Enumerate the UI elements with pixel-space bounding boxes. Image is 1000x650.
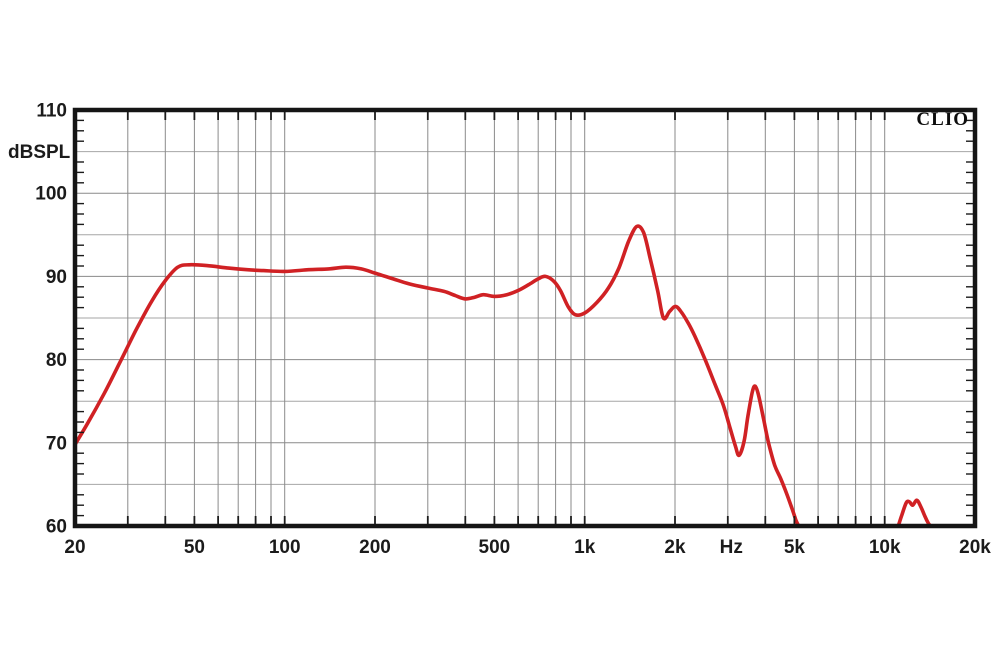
clio-brand-label: CLIO: [916, 109, 969, 130]
x-tick-label-20k: 20k: [959, 537, 991, 558]
y-axis-unit-label: dBSPL: [8, 142, 71, 163]
y-tick-label-60: 60: [46, 517, 67, 538]
curve-segment-frequency-response: [896, 498, 933, 527]
curve-segment-frequency-response: [73, 224, 801, 527]
response-curve: [73, 224, 933, 527]
plot-border: [72, 107, 978, 529]
x-axis-tick-labels: 20 50 100 200 500 1k 2k Hz 5k 10k 20k: [64, 537, 991, 558]
x-tick-label-20: 20: [64, 537, 85, 558]
y-tick-label-90: 90: [46, 267, 67, 288]
x-tick-label-50: 50: [184, 537, 205, 558]
y-axis-tick-labels: 110 100 90 80 70 60: [35, 101, 67, 538]
plot-frame: [72, 107, 978, 529]
y-tick-label-70: 70: [46, 433, 67, 454]
x-tick-label-100: 100: [269, 537, 301, 558]
grid-lines: [75, 110, 975, 526]
x-tick-label-500: 500: [479, 537, 511, 558]
x-tick-label-5k: 5k: [784, 537, 806, 558]
y-tick-label-80: 80: [46, 350, 67, 371]
x-tick-label-Hz: Hz: [720, 537, 743, 558]
axis-ticks: [77, 112, 973, 524]
x-tick-label-1k: 1k: [574, 537, 596, 558]
x-tick-label-200: 200: [359, 537, 391, 558]
x-tick-label-2k: 2k: [664, 537, 686, 558]
y-tick-label-110: 110: [36, 101, 67, 122]
x-tick-label-10k: 10k: [869, 537, 901, 558]
y-tick-label-100: 100: [35, 184, 67, 205]
